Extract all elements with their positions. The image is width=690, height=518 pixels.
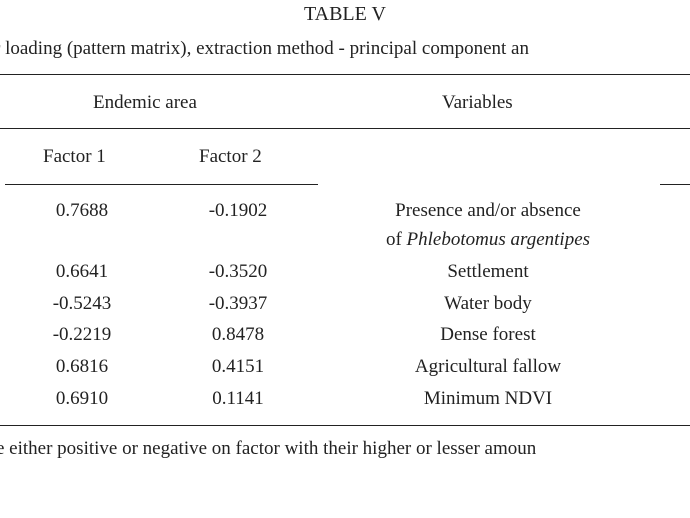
table-row-5-factor-1: 0.6816 bbox=[55, 356, 109, 377]
table-row-3-factor-1: -0.5243 bbox=[52, 293, 112, 314]
column-factor-2: Factor 2 bbox=[199, 146, 262, 167]
table-row-2-variable: Settlement bbox=[447, 261, 529, 282]
table-row-6-factor-2: 0.1141 bbox=[212, 388, 264, 409]
table-row-4-variable: Dense forest bbox=[440, 324, 536, 345]
table-row-1-factor-2: -0.1902 bbox=[208, 200, 268, 221]
column-factor-1: Factor 1 bbox=[43, 146, 106, 167]
species-name: Phlebotomus argentipes bbox=[406, 229, 591, 250]
table-row-3-variable: Water body bbox=[444, 293, 532, 314]
table-row-6-variable: Minimum NDVI bbox=[423, 388, 553, 409]
header-rule bbox=[0, 128, 690, 129]
table-title: TABLE V bbox=[304, 3, 386, 25]
top-rule bbox=[0, 74, 690, 75]
table-row-6-factor-1: 0.6910 bbox=[55, 388, 109, 409]
table-row-1-variable-line-2: of Phlebotomus argentipes bbox=[338, 229, 638, 251]
table-caption: r loading (pattern matrix), extraction m… bbox=[0, 38, 529, 59]
table-row-1-variable-line-1: Presence and/or absence bbox=[395, 200, 581, 221]
table-row-5-variable: Agricultural fallow bbox=[414, 356, 562, 377]
header-endemic-area: Endemic area bbox=[93, 92, 197, 113]
table-row-2-factor-2: -0.3520 bbox=[208, 261, 268, 282]
table-row-1-factor-1: 0.7688 bbox=[55, 200, 109, 221]
table-footnote: e either positive or negative on factor … bbox=[0, 438, 537, 459]
bottom-rule bbox=[0, 425, 690, 426]
variable-prefix: of bbox=[385, 229, 407, 250]
header-variables: Variables bbox=[442, 92, 513, 113]
right-rule bbox=[660, 184, 690, 185]
table-row-3-factor-2: -0.3937 bbox=[208, 293, 268, 314]
table-row-2-factor-1: 0.6641 bbox=[55, 261, 109, 282]
table-row-5-factor-2: 0.4151 bbox=[211, 356, 265, 377]
table-row-4-factor-1: -0.2219 bbox=[52, 324, 112, 345]
table-row-4-factor-2: 0.8478 bbox=[211, 324, 265, 345]
factor-rule bbox=[5, 184, 318, 185]
